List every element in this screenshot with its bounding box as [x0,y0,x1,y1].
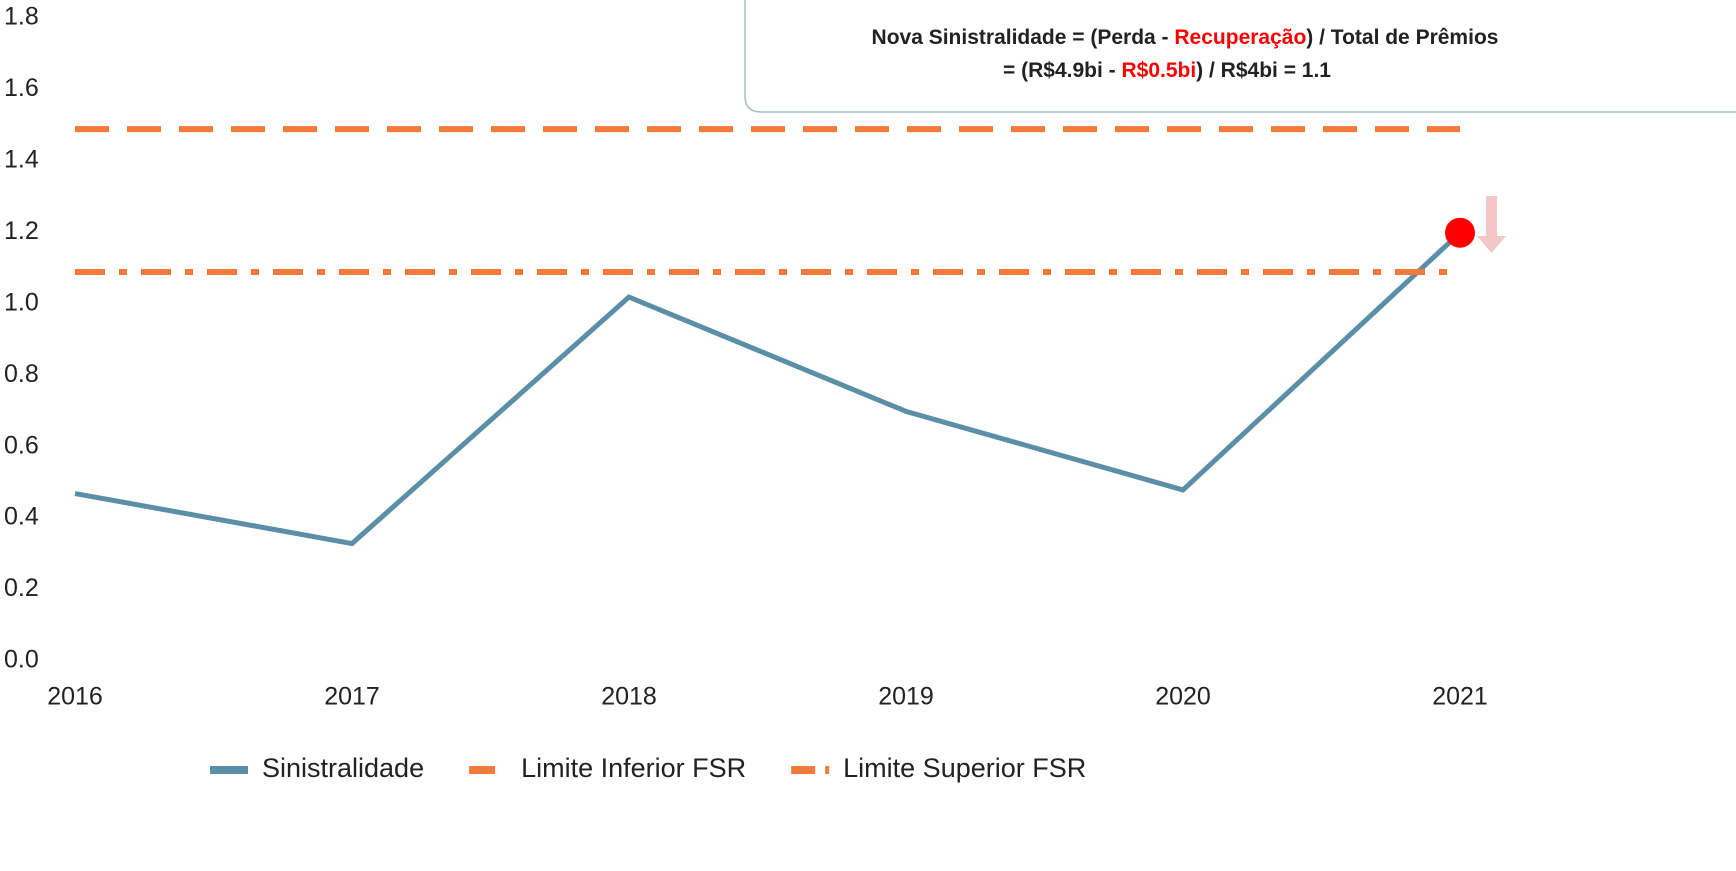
legend-label: Limite Superior FSR [843,753,1086,783]
y-tick-label: 1.2 [4,217,39,245]
line-series [74,230,1462,547]
annotation-text: ) / Total de Prêmios [1306,26,1498,49]
x-tick-label: 2016 [47,683,103,711]
highlight-point [1445,217,1475,248]
legend-label: Sinistralidade [262,753,424,783]
y-tick-label: 1.0 [4,288,39,316]
y-tick-label: 0.8 [4,360,39,388]
annotation-line: = (R$4.9bi - R$0.5bi) / R$4bi = 1.1 [1003,59,1331,82]
y-tick-label: 0.4 [4,503,39,531]
x-tick-label: 2021 [1432,683,1488,711]
annotation-box [744,0,1736,113]
annotation-text: ) / R$4bi = 1.1 [1196,59,1331,82]
down-arrow [1477,196,1506,253]
y-tick-label: 1.8 [4,3,39,31]
y-tick-label: 1.4 [4,145,39,173]
x-tick-label: 2017 [324,683,380,711]
x-tick-label: 2018 [601,683,657,711]
y-tick-label: 1.6 [4,74,39,102]
x-tick-label: 2019 [878,683,934,711]
legend-label: Limite Inferior FSR [521,753,746,783]
annotation-text: R$0.5bi [1121,59,1196,82]
y-tick-label: 0.6 [4,431,39,459]
x-tick-label: 2020 [1155,683,1211,711]
y-tick-label: 0.2 [4,574,39,602]
plot: 0.0 0.2 0.4 0.6 0.8 1.0 1.2 1.4 1.6 1.8 2016 2017 20… [4,3,1488,784]
annotation-line: Nova Sinistralidade = (Perda - Recuperaç… [872,26,1499,49]
annotation-text: Nova Sinistralidade = (Perda - [872,26,1175,49]
annotation-text: = (R$4.9bi - [1003,59,1121,82]
y-tick-label: 0.0 [4,646,39,674]
annotation-text: Recuperação [1174,26,1306,49]
